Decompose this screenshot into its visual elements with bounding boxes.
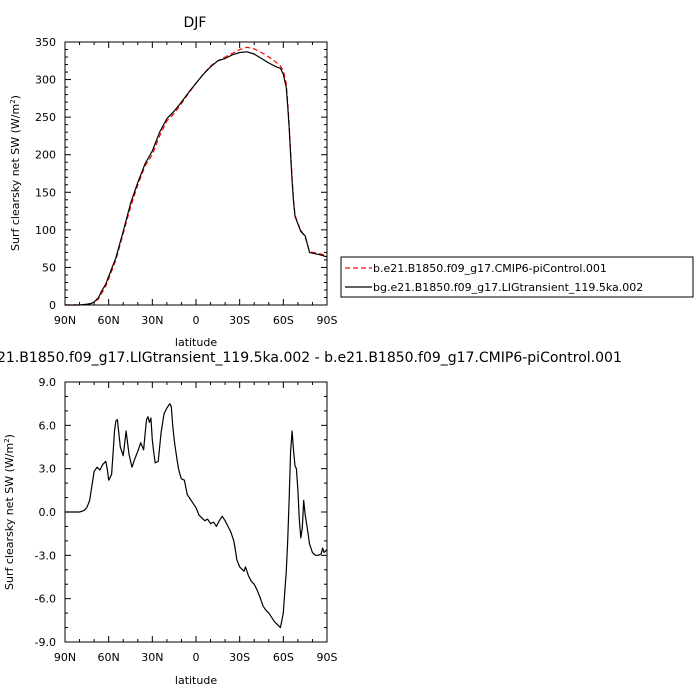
series-line-0 xyxy=(65,46,328,306)
y-tick-label: 200 xyxy=(35,149,56,162)
y-tick-label: 150 xyxy=(35,186,56,199)
x-tick-label: 0 xyxy=(193,314,200,327)
panel-top: DJF 90N 60N 30N 0 30S 60S 90S 0 50 100 150 200 250 30… xyxy=(9,15,694,349)
y-tick-label: 3.0 xyxy=(39,463,57,476)
y-tick-label: 6.0 xyxy=(39,419,57,432)
y-tick-label: 0 xyxy=(49,299,56,312)
chart-title: DJF xyxy=(184,15,207,31)
x-tick-label: 90N xyxy=(54,314,76,327)
x-tick-label: 60S xyxy=(273,651,294,664)
y-tick-label: -6.0 xyxy=(35,593,56,606)
plot-frame xyxy=(64,381,328,643)
x-axis-label: latitude xyxy=(175,336,217,349)
series-line-0 xyxy=(65,403,328,629)
legend: b.e21.B1850.f09_g17.CMIP6-piControl.001 … xyxy=(340,256,694,298)
y-tick-label: 100 xyxy=(35,224,56,237)
series-line-1 xyxy=(65,51,328,306)
y-axis-label-main: Surf clearsky net SW (W/m xyxy=(9,104,22,251)
x-tick-label: 0 xyxy=(193,651,200,664)
y-tick-label: 0.0 xyxy=(39,506,57,519)
x-tick-label: 60N xyxy=(98,314,120,327)
x-axis-label: latitude xyxy=(175,674,217,687)
y-axis-label: Surf clearsky net SW (W/m2) xyxy=(9,95,22,251)
x-tick-label: 60S xyxy=(273,314,294,327)
axes-ticks: 90N 60N 30N 0 30S 60S 90S 0 50 100 150 200 250 300 350 xyxy=(35,36,338,327)
y-axis-label-close: ) xyxy=(9,95,22,99)
x-tick-label: 60N xyxy=(98,651,120,664)
y-tick-label: -9.0 xyxy=(35,636,56,649)
y-tick-label: 9.0 xyxy=(39,376,57,389)
y-tick-label: -3.0 xyxy=(35,549,56,562)
legend-label-ligtransient: bg.e21.B1850.f09_g17.LIGtransient_119.5k… xyxy=(373,281,643,294)
axes-ticks: 90N 60N 30N 0 30S 60S 90S -9.0 -6.0 -3.0 0.0 3.0 6.0… xyxy=(35,376,338,664)
y-axis-label-sup: 2 xyxy=(3,438,11,442)
x-tick-label: 90S xyxy=(317,314,338,327)
y-tick-label: 250 xyxy=(35,111,56,124)
legend-box xyxy=(340,256,694,298)
chart-title: bg.e21.B1850.f09_g17.LIGtransient_119.5k… xyxy=(0,350,622,366)
panel-bottom: bg.e21.B1850.f09_g17.LIGtransient_119.5k… xyxy=(0,350,622,687)
x-tick-label: 30N xyxy=(141,651,163,664)
y-tick-label: 50 xyxy=(42,261,56,274)
series-group xyxy=(65,403,328,629)
y-tick-label: 300 xyxy=(35,74,56,87)
y-tick-label: 350 xyxy=(35,36,56,49)
x-tick-label: 30N xyxy=(141,314,163,327)
y-axis-label: Surf clearsky net SW (W/m2) xyxy=(3,434,16,590)
series-group xyxy=(65,46,328,306)
legend-label-control: b.e21.B1850.f09_g17.CMIP6-piControl.001 xyxy=(373,262,607,275)
x-tick-label: 90N xyxy=(54,651,76,664)
x-tick-label: 30S xyxy=(229,651,250,664)
x-tick-label: 30S xyxy=(229,314,250,327)
plot-frame xyxy=(64,41,328,306)
x-tick-label: 90S xyxy=(317,651,338,664)
y-axis-label-sup: 2 xyxy=(9,99,17,103)
y-axis-label-main: Surf clearsky net SW (W/m xyxy=(3,443,16,590)
y-axis-label-close: ) xyxy=(3,434,16,438)
